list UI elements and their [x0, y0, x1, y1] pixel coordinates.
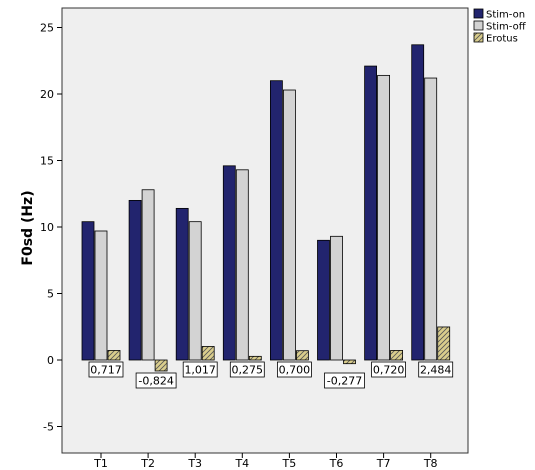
bar-erotus-t7: [390, 350, 404, 361]
y-tick-label: 10: [40, 221, 54, 234]
x-tick-label-t5: T5: [282, 457, 297, 470]
data-label: 1,017: [182, 361, 218, 378]
bar-stim-off-t8: [424, 77, 438, 361]
x-tick-label-t7: T7: [376, 457, 391, 470]
bar-erotus-t8: [437, 326, 451, 361]
bar-erotus-t5: [295, 350, 309, 361]
data-label: 2,484: [418, 361, 454, 378]
data-label: -0,277: [324, 372, 365, 389]
x-tick-label-t2: T2: [140, 457, 155, 470]
y-tick-label: 0: [47, 354, 54, 367]
data-label-text: 0,720: [373, 364, 405, 377]
bar-stim-on-t4: [222, 165, 236, 361]
bar-stim-off-t3: [188, 221, 202, 361]
data-label-text: 0,717: [90, 364, 122, 377]
data-label-text: 0,275: [232, 364, 264, 377]
x-tick-label-t3: T3: [187, 457, 202, 470]
data-label: 0,700: [276, 361, 312, 378]
bar-erotus-t1: [107, 350, 121, 361]
x-tick-label-t4: T4: [234, 457, 249, 470]
data-label: -0,824: [135, 372, 177, 389]
x-tick-label-t8: T8: [423, 457, 438, 470]
data-label-text: -0,824: [138, 375, 173, 388]
bar-stim-off-t4: [235, 169, 249, 361]
y-tick-label: 25: [40, 22, 54, 35]
bar-erotus-t6: [343, 359, 356, 365]
data-label-text: 2,484: [420, 364, 452, 377]
bar-stim-on-t7: [364, 65, 378, 361]
plot-area: [61, 7, 469, 454]
bar-stim-off-t6: [330, 235, 343, 361]
bar-stim-off-t1: [94, 230, 108, 361]
y-tick-label: -5: [43, 421, 54, 434]
bar-stim-off-t2: [141, 189, 155, 361]
y-tick-label: 5: [47, 288, 54, 301]
y-axis-title: F0sd (Hz): [20, 190, 36, 265]
bar-erotus-t3: [201, 346, 215, 361]
data-label: 0,717: [88, 361, 124, 378]
legend-swatch-erotus: [473, 32, 484, 43]
x-tick-label-t6: T6: [329, 457, 344, 470]
bar-stim-on-t8: [411, 44, 425, 361]
legend-label-stim-on: Stim-on: [486, 10, 525, 21]
y-tick-label: 15: [40, 155, 54, 168]
data-label-text: 0,700: [279, 364, 311, 377]
legend-swatch-stim-on: [473, 8, 484, 19]
y-tick-label: 20: [40, 88, 54, 101]
bar-stim-on-t2: [128, 199, 142, 361]
data-label: 0,275: [229, 361, 265, 378]
bar-stim-off-t5: [282, 89, 296, 361]
bar-erotus-t4: [248, 355, 262, 361]
bar-stim-on-t5: [269, 80, 283, 361]
bar-erotus-t2: [154, 359, 168, 372]
bar-stim-on-t6: [317, 239, 330, 361]
bar-stim-off-t7: [377, 74, 391, 361]
data-label-text: -0,277: [327, 375, 362, 388]
bar-stim-on-t3: [175, 207, 189, 361]
legend-swatch-stim-off: [473, 20, 484, 31]
x-tick-label-t1: T1: [93, 457, 108, 470]
legend-label-stim-off: Stim-off: [486, 22, 527, 33]
data-label-text: 1,017: [184, 364, 216, 377]
data-label: 0,720: [371, 361, 407, 378]
legend-label-erotus: Erotus: [486, 34, 518, 45]
bar-stim-on-t1: [81, 221, 95, 361]
